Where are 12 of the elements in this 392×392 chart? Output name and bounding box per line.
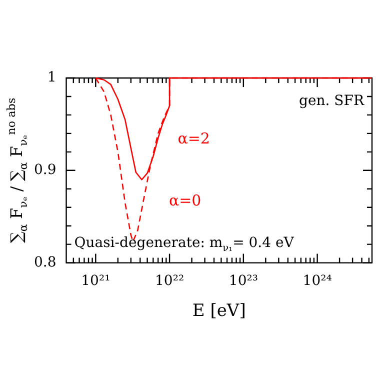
x-tick-label: 10²¹ <box>81 272 110 289</box>
series-label: α=0 <box>168 192 202 210</box>
text: ∑α Fνₑ / ∑α Fνₑno abs <box>4 98 30 244</box>
annotation: gen. SFR <box>298 93 364 109</box>
y-tick-label: 0.8 <box>34 254 56 270</box>
x-tick-label: 10²³ <box>228 272 258 289</box>
x-tick-label: 10²⁴ <box>302 272 332 289</box>
y-tick-label: 0.9 <box>34 162 56 178</box>
x-tick-label: 10²² <box>155 272 184 289</box>
y-tick-label: 1 <box>47 70 56 86</box>
series-label: α=2 <box>178 130 210 148</box>
x-axis-title: E [eV] <box>192 301 246 322</box>
